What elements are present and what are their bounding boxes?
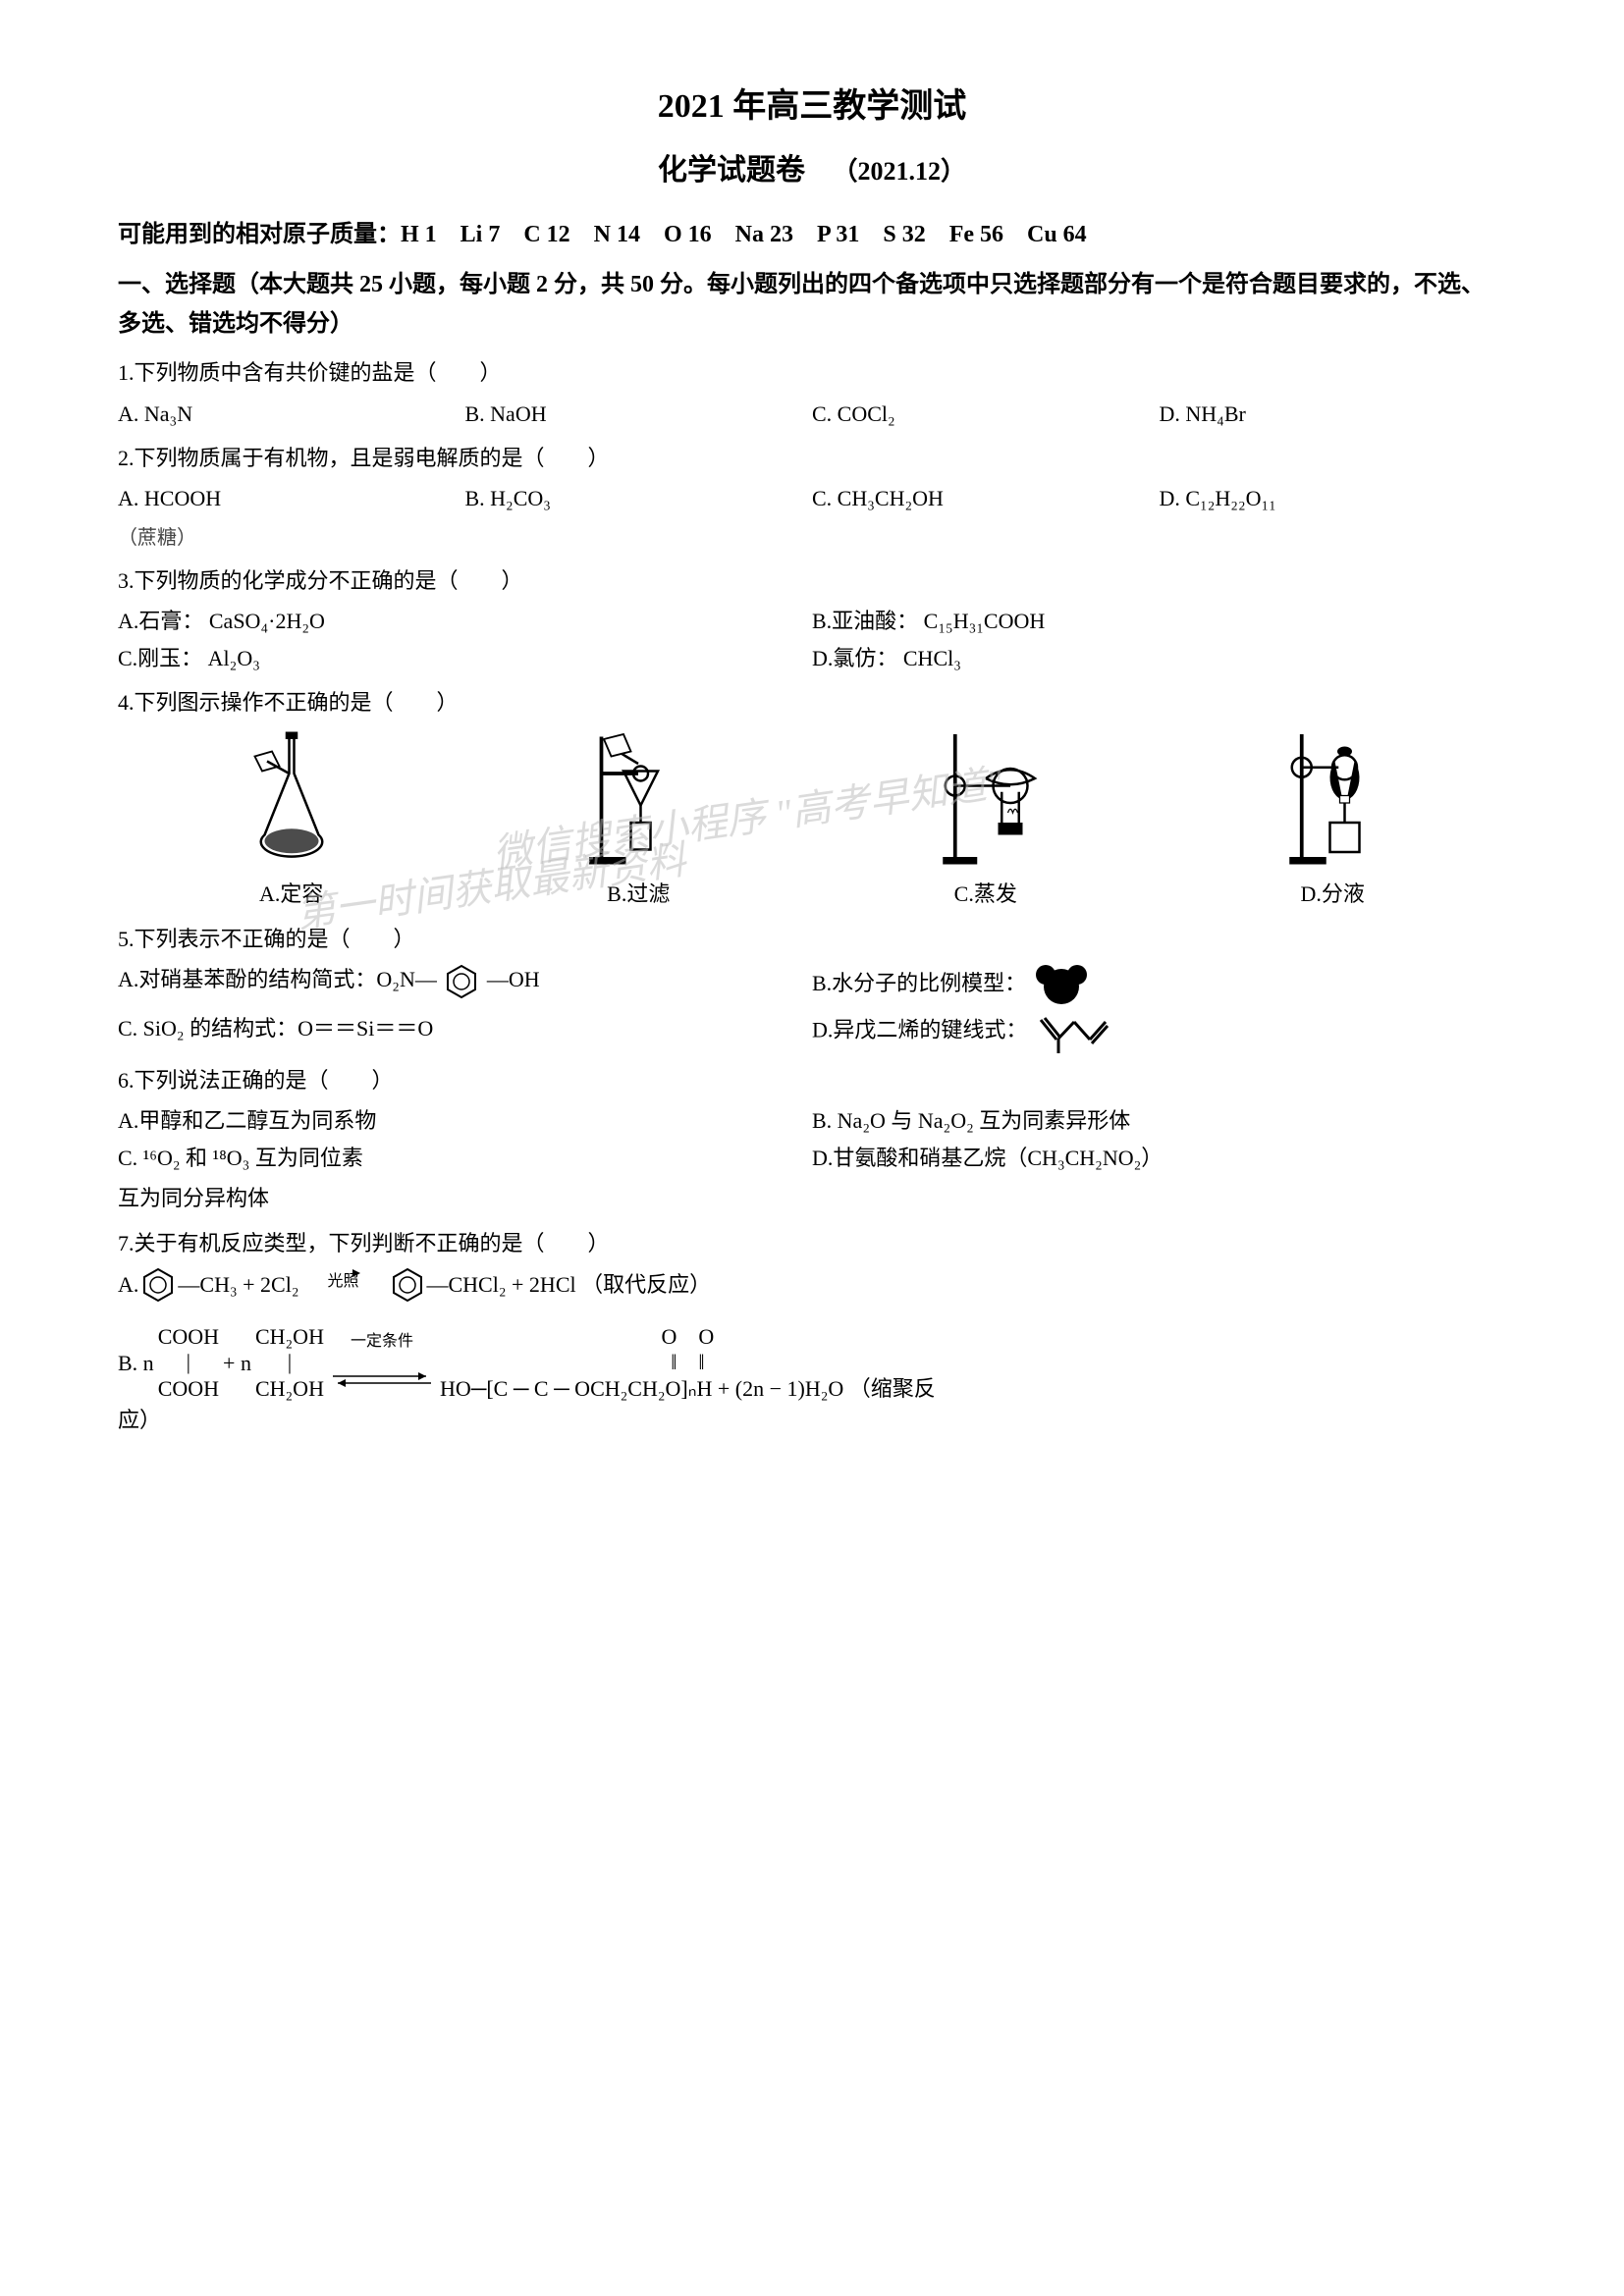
q1-option-b[interactable]: B. NaOH xyxy=(465,396,813,432)
question-2: 2.下列物质属于有机物，且是弱电解质的是（ ） A. HCOOH B. H₂CO… xyxy=(118,440,1506,555)
q7-b-plus: + n xyxy=(223,1345,251,1381)
q2-option-a[interactable]: A. HCOOH xyxy=(118,480,465,516)
q5-a-pre: A.对硝基苯酚的结构简式：O₂N— xyxy=(118,967,437,991)
q2-option-c[interactable]: C. CH₃CH₂OH xyxy=(812,480,1160,516)
section1-header: 一、选择题（本大题共 25 小题，每小题 2 分，共 50 分。每小题列出的四个… xyxy=(118,265,1506,346)
reaction-arrow-icon: 光照 xyxy=(299,1266,388,1303)
exam-date: （2021.12） xyxy=(832,157,966,186)
isoprene-skeletal-icon xyxy=(1033,1010,1111,1054)
benzene-ring-icon xyxy=(442,962,481,1001)
separating-funnel-icon xyxy=(1264,724,1401,872)
q1-option-d[interactable]: D. NH₄Br xyxy=(1160,396,1507,432)
q5-option-d[interactable]: D.异戊二烯的键线式： xyxy=(812,1010,1506,1054)
q5-option-b[interactable]: B.水分子的比例模型： xyxy=(812,961,1506,1010)
q7-b-pre: B. n xyxy=(118,1345,154,1381)
q2-note: （蔗糖） xyxy=(118,521,1506,555)
q5-a-post: —OH xyxy=(487,967,540,991)
q2-option-b[interactable]: B. H₂CO₃ xyxy=(465,480,813,516)
equilibrium-arrow-icon: 一定条件 xyxy=(328,1326,436,1400)
q4-option-c[interactable]: C.蒸发 xyxy=(812,724,1160,912)
q7-b-continuation: 应） xyxy=(118,1402,1506,1438)
q4-a-label: A.定容 xyxy=(259,876,323,912)
q4-option-d[interactable]: D.分液 xyxy=(1160,724,1507,912)
q2-option-d[interactable]: D. C₁₂H₂₂O₁₁ xyxy=(1160,480,1507,516)
q1-stem: 1.下列物质中含有共价键的盐是（ ） xyxy=(118,354,1506,391)
q7-b-arrow-label: 一定条件 xyxy=(351,1333,413,1350)
q1-option-a[interactable]: A. Na₃N xyxy=(118,396,465,432)
benzene-ring-icon xyxy=(138,1265,178,1305)
q7-a-mid1: —CH₃ + 2Cl₂ xyxy=(178,1266,298,1303)
q5-option-c[interactable]: C. SiO₂ 的结构式：O＝＝Si＝＝O xyxy=(118,1010,812,1054)
q7-option-a[interactable]: A. —CH₃ + 2Cl₂ 光照 —CHCl₂ + 2HCl （取代反应） xyxy=(118,1265,1506,1305)
q6-option-a[interactable]: A.甲醇和乙二醇互为同系物 xyxy=(118,1102,812,1139)
evaporation-icon xyxy=(917,724,1055,872)
q3-option-a[interactable]: A.石膏： CaSO₄·2H₂O xyxy=(118,603,812,639)
q6-option-c[interactable]: C. ¹⁶O₂ 和 ¹⁸O₃ 互为同位素 xyxy=(118,1140,812,1176)
water-molecule-model-icon xyxy=(1032,961,1091,1010)
q3-option-c[interactable]: C.刚玉： Al₂O₃ xyxy=(118,640,812,676)
q2-stem: 2.下列物质属于有机物，且是弱电解质的是（ ） xyxy=(118,440,1506,476)
page-title-main: 2021 年高三教学测试 xyxy=(118,79,1506,135)
q7-a-pre: A. xyxy=(118,1266,138,1303)
q7-option-b[interactable]: B. n COOH | COOH + n CH₂OH | CH₂OH 一定条件 … xyxy=(118,1324,1506,1402)
question-6: 6.下列说法正确的是（ ） A.甲醇和乙二醇互为同系物 B. Na₂O 与 Na… xyxy=(118,1062,1506,1217)
q5-stem: 5.下列表示不正确的是（ ） xyxy=(118,921,1506,957)
q4-stem: 4.下列图示操作不正确的是（ ） xyxy=(118,684,1506,721)
q7-stem: 7.关于有机反应类型，下列判断不正确的是（ ） xyxy=(118,1225,1506,1261)
benzene-ring-icon xyxy=(388,1265,427,1305)
filtration-icon xyxy=(569,724,707,872)
q6-option-d[interactable]: D.甘氨酸和硝基乙烷（CH₃CH₂NO₂） xyxy=(812,1140,1506,1176)
monomer-1: COOH | COOH xyxy=(158,1324,219,1402)
q3-option-d[interactable]: D.氯仿： CHCl₃ xyxy=(812,640,1506,676)
question-1: 1.下列物质中含有共价键的盐是（ ） A. Na₃N B. NaOH C. CO… xyxy=(118,354,1506,432)
q1-option-c[interactable]: C. COCl₂ xyxy=(812,396,1160,432)
q4-option-b[interactable]: B.过滤 xyxy=(465,724,813,912)
q3-option-b[interactable]: B.亚油酸： C₁₅H₃₁COOH xyxy=(812,603,1506,639)
question-3: 3.下列物质的化学成分不正确的是（ ） A.石膏： CaSO₄·2H₂O B.亚… xyxy=(118,562,1506,676)
polymer-product: O O ‖ ‖ HO─[C ─ C ─ OCH₂CH₂O]ₙH + (2n − … xyxy=(440,1324,936,1402)
q5-b-text: B.水分子的比例模型： xyxy=(812,971,1026,995)
q4-b-label: B.过滤 xyxy=(607,876,670,912)
question-7: 7.关于有机反应类型，下列判断不正确的是（ ） A. —CH₃ + 2Cl₂ 光… xyxy=(118,1225,1506,1439)
page-title-sub: 化学试题卷 （2021.12） xyxy=(118,145,1506,195)
monomer-2: CH₂OH | CH₂OH xyxy=(255,1324,324,1402)
q7-a-mid2: —CHCl₂ + 2HCl （取代反应） xyxy=(427,1266,712,1303)
q6-option-b[interactable]: B. Na₂O 与 Na₂O₂ 互为同素异形体 xyxy=(812,1102,1506,1139)
q4-option-a[interactable]: A.定容 xyxy=(118,724,465,912)
volumetric-flask-icon xyxy=(223,724,360,872)
q4-d-label: D.分液 xyxy=(1301,876,1365,912)
q5-option-a[interactable]: A.对硝基苯酚的结构简式：O₂N— —OH xyxy=(118,961,812,1010)
q6-d-continuation: 互为同分异构体 xyxy=(118,1180,1506,1216)
atomic-masses: 可能用到的相对原子质量：H 1 Li 7 C 12 N 14 O 16 Na 2… xyxy=(118,215,1506,255)
q6-stem: 6.下列说法正确的是（ ） xyxy=(118,1062,1506,1098)
q5-d-text: D.异戊二烯的键线式： xyxy=(812,1018,1027,1042)
question-5: 5.下列表示不正确的是（ ） A.对硝基苯酚的结构简式：O₂N— —OH B.水… xyxy=(118,921,1506,1054)
subtitle-text: 化学试题卷 xyxy=(658,154,805,187)
q4-c-label: C.蒸发 xyxy=(954,876,1017,912)
question-4: 4.下列图示操作不正确的是（ ） A.定容 xyxy=(118,684,1506,913)
q3-stem: 3.下列物质的化学成分不正确的是（ ） xyxy=(118,562,1506,599)
